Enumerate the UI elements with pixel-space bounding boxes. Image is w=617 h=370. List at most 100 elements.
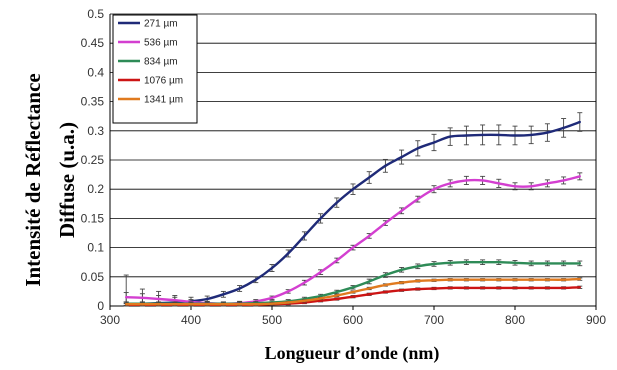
data-point	[270, 266, 274, 270]
data-point	[416, 147, 419, 150]
data-point	[368, 280, 371, 283]
data-point	[287, 290, 290, 293]
data-point	[513, 134, 517, 137]
data-point	[432, 287, 436, 290]
data-point	[384, 290, 387, 294]
data-point	[335, 290, 338, 294]
x-tick-label: 900	[586, 313, 606, 327]
legend-label: 1076 µm	[144, 76, 183, 87]
data-point	[530, 262, 533, 265]
data-point	[449, 182, 452, 185]
data-point	[141, 296, 144, 300]
data-point	[189, 303, 193, 306]
x-tick-label: 700	[424, 313, 444, 327]
data-point	[400, 281, 403, 284]
data-point	[562, 179, 565, 182]
y-tick-labels: 0 0.05 0.1 0.15 0.2 0.25 0.3 0.35 0.4 0.45 0.5	[81, 7, 105, 313]
data-point	[530, 185, 533, 188]
data-point	[157, 297, 160, 301]
x-tick-label: 300	[100, 313, 120, 327]
y-tick-label: 0.4	[87, 65, 104, 79]
data-point	[578, 286, 581, 289]
data-point	[546, 182, 549, 185]
y-tick-label: 0.2	[87, 182, 104, 196]
data-point	[465, 261, 468, 264]
data-point	[562, 262, 565, 265]
data-point	[546, 286, 549, 290]
data-point	[449, 278, 452, 281]
data-point	[368, 293, 371, 296]
y-tick-label: 0.35	[81, 95, 105, 109]
data-point	[481, 133, 484, 137]
data-point	[465, 278, 468, 281]
data-point	[125, 296, 128, 299]
data-point	[238, 287, 241, 290]
data-point	[578, 120, 581, 124]
data-point	[287, 301, 290, 304]
data-point	[141, 303, 144, 306]
data-point	[481, 179, 484, 182]
data-point	[465, 179, 468, 182]
y-tick-label: 0.15	[81, 211, 105, 225]
data-point	[400, 209, 403, 213]
data-point	[222, 293, 225, 296]
data-point	[513, 278, 517, 281]
data-point	[254, 278, 257, 281]
data-point	[368, 287, 371, 290]
data-point	[546, 131, 549, 134]
data-point	[319, 297, 322, 300]
data-point	[449, 135, 452, 138]
x-tick-label: 400	[181, 313, 201, 327]
data-point	[319, 299, 322, 302]
data-point	[497, 286, 500, 290]
data-point	[400, 155, 403, 159]
data-point	[335, 201, 338, 204]
data-point	[432, 188, 436, 191]
data-point	[400, 289, 403, 292]
data-point	[368, 234, 371, 238]
data-point	[384, 283, 387, 287]
data-point	[303, 299, 306, 302]
data-point	[157, 303, 160, 306]
data-point	[578, 277, 581, 281]
data-point	[319, 217, 322, 220]
data-point	[530, 286, 533, 290]
x-tick-labels: 300 400 500 600 700 800 900	[100, 313, 606, 327]
data-point	[351, 286, 355, 289]
data-point	[238, 303, 241, 306]
legend: 271 µm 536 µm 834 µm 1076 µm 1341 µm	[112, 14, 198, 124]
data-point	[562, 278, 565, 281]
data-point	[351, 246, 355, 249]
series-5	[123, 277, 583, 306]
data-point	[222, 303, 225, 306]
data-point	[432, 279, 436, 282]
data-point	[173, 303, 176, 306]
data-point	[287, 252, 290, 255]
y-tick-label: 0.1	[87, 241, 104, 255]
y-axis-label-line1: Intensité de Réflectance	[21, 73, 45, 286]
data-point	[400, 268, 403, 271]
legend-label: 1341 µm	[144, 95, 183, 106]
x-tick-label: 500	[262, 313, 282, 327]
data-point	[546, 262, 549, 265]
y-tick-label: 0	[97, 299, 104, 313]
data-point	[513, 286, 517, 290]
x-axis-label: Longueur d’onde (nm)	[265, 343, 440, 364]
data-point	[270, 296, 274, 300]
data-point	[530, 133, 533, 137]
legend-label: 271 µm	[144, 19, 178, 30]
data-point	[384, 221, 387, 225]
data-point	[432, 141, 436, 144]
data-point	[303, 234, 306, 238]
data-point	[416, 287, 419, 291]
legend-label: 536 µm	[144, 38, 178, 49]
data-point	[449, 261, 452, 264]
data-point	[578, 262, 581, 265]
data-point	[497, 261, 500, 264]
data-point	[303, 281, 306, 284]
data-point	[351, 290, 355, 294]
y-tick-label: 0.5	[87, 7, 104, 21]
x-tick-label: 800	[505, 313, 525, 327]
data-point	[432, 262, 436, 266]
